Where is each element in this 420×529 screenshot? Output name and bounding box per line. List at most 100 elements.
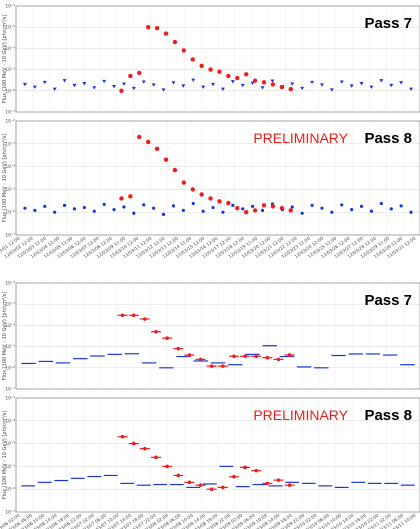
data-point — [235, 205, 240, 211]
data-point — [181, 180, 187, 185]
data-point — [141, 80, 146, 84]
data-point — [319, 83, 324, 87]
chart-panel-1: 10⁻⁷ 10⁻⁶ 10⁻⁵ 10⁻⁴ 10⁻³ 10⁻² Flux (100 MeV - … — [2, 4, 420, 116]
data-point — [171, 204, 176, 208]
data-point — [152, 206, 156, 210]
data-point — [300, 86, 305, 91]
chart-panel-4: 10⁻⁷ 10⁻⁶ 10⁻⁵ 10⁻⁴ 10⁻³ 10⁻² Flux (100 MeV - … — [0, 396, 420, 529]
data-point — [181, 84, 186, 88]
data-point — [112, 84, 117, 89]
data-point — [260, 208, 265, 212]
y-axis-label: Flux (100 MeV - 10 GeV) [ph/cm²/s] — [2, 292, 8, 381]
data-point — [33, 208, 37, 212]
y-tick-label: 10⁻³ — [5, 418, 15, 424]
data-point — [72, 83, 77, 88]
y-tick-label: 10⁻⁷ — [5, 110, 15, 116]
data-point — [265, 355, 270, 360]
data-point — [199, 192, 204, 197]
data-point — [112, 208, 116, 212]
data-point — [172, 167, 178, 173]
data-point — [243, 210, 249, 215]
data-point — [53, 210, 57, 214]
data-point — [102, 202, 106, 206]
data-point — [201, 209, 205, 213]
y-tick-label: 10⁻⁶ — [5, 487, 15, 493]
y-axis-label: Flux (100 MeV - 10 GeV) [ph/cm²/s] — [2, 15, 8, 104]
chart-panel-3: 10⁻⁷ 10⁻⁶ 10⁻⁵ 10⁻⁴ 10⁻³ 10⁻² Flux (100 MeV - … — [2, 281, 420, 393]
data-point — [131, 441, 136, 446]
data-point — [120, 434, 125, 439]
data-point — [143, 446, 147, 451]
data-point — [137, 70, 142, 76]
data-point — [221, 364, 225, 368]
data-point — [288, 86, 293, 92]
chart-panel-2: 10⁻⁷ 10⁻⁶ 10⁻⁵ 10⁻⁴ 10⁻³ 10⁻² Flux (100 MeV - … — [0, 119, 420, 260]
y-tick-label: 10⁻³ — [5, 302, 15, 308]
data-point — [230, 80, 235, 84]
data-point — [290, 82, 295, 86]
y-tick-label: 10⁻⁴ — [5, 46, 15, 52]
data-point — [310, 203, 314, 207]
data-point — [409, 87, 414, 91]
data-point — [340, 203, 344, 207]
data-point — [92, 86, 97, 90]
y-tick-label: 10⁻⁶ — [5, 365, 15, 371]
data-point — [191, 201, 195, 206]
pass-label: Pass 8 — [364, 407, 412, 424]
data-point — [243, 465, 247, 470]
data-point — [131, 313, 136, 318]
data-point — [226, 73, 231, 79]
y-tick-label: 10⁻² — [5, 396, 15, 402]
data-point — [145, 139, 151, 145]
y-tick-label: 10⁻⁷ — [5, 387, 15, 393]
data-point — [72, 207, 77, 211]
data-point — [199, 63, 204, 69]
data-point — [128, 73, 133, 79]
data-point — [165, 336, 169, 340]
data-point — [181, 208, 185, 212]
data-point — [221, 210, 225, 214]
data-point — [379, 79, 384, 83]
preliminary-label: PRELIMINARY — [253, 130, 348, 146]
data-point — [165, 464, 169, 469]
data-point — [339, 80, 344, 84]
data-point — [389, 83, 394, 88]
data-point — [151, 83, 156, 87]
data-point — [369, 209, 374, 213]
y-tick-label: 10⁻⁵ — [5, 187, 15, 193]
y-tick-label: 10⁻³ — [5, 25, 15, 31]
data-point — [42, 80, 47, 85]
data-point — [279, 84, 285, 90]
data-point — [279, 205, 285, 211]
data-point — [43, 204, 47, 208]
data-point — [243, 72, 249, 77]
data-point — [201, 85, 206, 89]
data-point — [369, 85, 374, 89]
data-point — [163, 31, 169, 36]
data-point — [92, 209, 96, 213]
data-point — [251, 204, 255, 208]
y-tick-label: 10⁻⁴ — [5, 323, 15, 329]
y-tick-label: 10⁻² — [5, 119, 15, 125]
data-point — [232, 474, 236, 479]
data-point — [287, 483, 292, 487]
data-point — [252, 78, 258, 83]
data-point — [198, 357, 203, 362]
data-point — [137, 134, 142, 140]
data-point — [122, 205, 126, 209]
data-point — [252, 208, 258, 213]
data-point — [119, 196, 124, 201]
data-point — [350, 208, 354, 212]
data-point — [270, 79, 275, 83]
data-point — [217, 69, 222, 74]
pass-label: Pass 7 — [364, 292, 412, 309]
data-point — [191, 78, 196, 82]
data-point — [52, 87, 57, 91]
data-point — [209, 487, 214, 492]
data-point — [154, 25, 160, 31]
pass-label: Pass 8 — [364, 130, 412, 147]
y-tick-label: 10⁻⁷ — [5, 510, 15, 516]
data-point — [235, 75, 240, 81]
data-point — [181, 48, 187, 53]
y-tick-label: 10⁻⁵ — [5, 67, 15, 73]
